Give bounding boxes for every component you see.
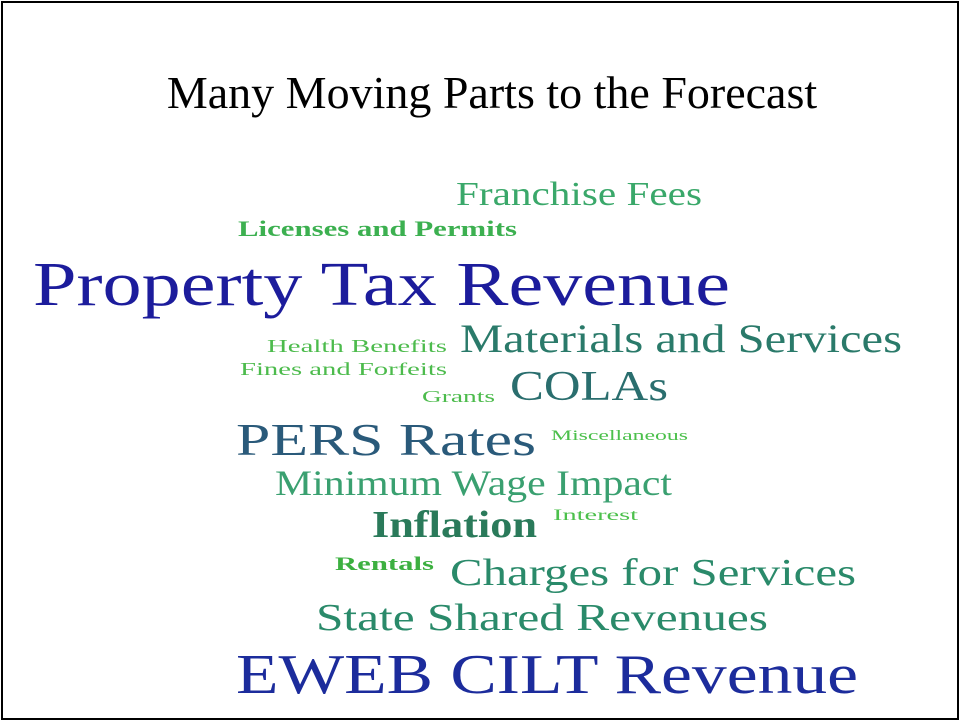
slide-title: Many Moving Parts to the Forecast: [167, 67, 818, 118]
cloud-word: Charges for Services: [450, 552, 856, 594]
cloud-word: Inflation: [372, 504, 537, 546]
cloud-word: Fines and Forfeits: [240, 359, 447, 379]
cloud-word: EWEB CILT Revenue: [236, 644, 858, 706]
cloud-word: Health Benefits: [267, 336, 447, 356]
cloud-word: State Shared Revenues: [316, 597, 768, 639]
cloud-word: Franchise Fees: [456, 176, 702, 213]
cloud-word: COLAs: [510, 364, 668, 410]
cloud-word: PERS Rates: [236, 414, 536, 465]
cloud-word: Materials and Services: [460, 316, 902, 361]
cloud-word: Property Tax Revenue: [33, 251, 730, 319]
cloud-word: Rentals: [335, 554, 434, 575]
cloud-word: Grants: [422, 387, 495, 406]
cloud-word: Licenses and Permits: [238, 216, 518, 241]
cloud-word: Minimum Wage Impact: [275, 463, 672, 503]
cloud-word: Interest: [553, 507, 639, 524]
word-cloud: Franchise Fees Licenses and Permits Proper…: [33, 176, 902, 706]
cloud-word: Miscellaneous: [551, 428, 688, 444]
